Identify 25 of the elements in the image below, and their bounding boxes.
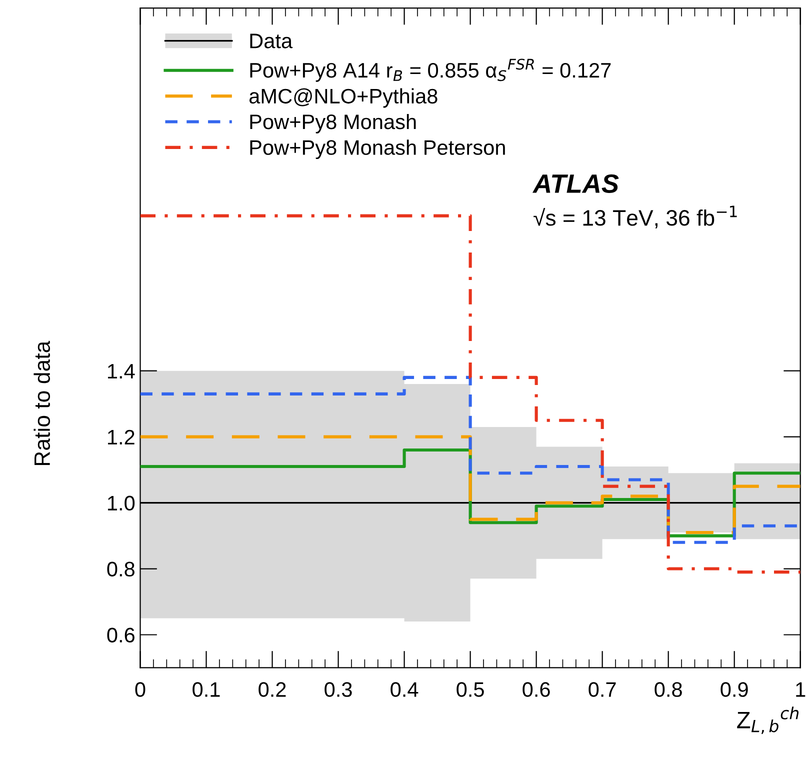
legend-label: Data xyxy=(250,34,293,48)
annotation: ATLAS xyxy=(532,174,619,193)
y-axis-title: Ratio to data xyxy=(34,340,50,466)
legend-label: aMC@NLO+Pythia8 xyxy=(249,88,438,108)
x-tick-label: 0.6 xyxy=(522,682,550,697)
x-axis-title: Z$_{L,b}$$^{ch}$ xyxy=(737,706,799,734)
x-tick-label: 0.4 xyxy=(390,682,418,697)
x-tick-label: 0.3 xyxy=(324,682,352,697)
legend-label: Pow+Py8 Monash Peterson xyxy=(250,140,505,160)
y-tick-label: 0.8 xyxy=(107,562,134,577)
annotation: √s = 13 TeV, 36 fb$^{−1}$ xyxy=(534,206,737,228)
x-tick-label: 0.1 xyxy=(192,682,220,697)
y-tick-label: 0.6 xyxy=(107,628,134,643)
x-tick-label: 0.2 xyxy=(258,682,286,697)
legend-label: Pow+Py8 A14 r$_{B}$ = 0.855 α$_{S}$$^{FSR}$ = 0.127 xyxy=(250,58,611,82)
x-tick-label: 0.8 xyxy=(654,682,682,697)
legend-label: Pow+Py8 Monash xyxy=(250,114,416,134)
x-tick-label: 0.7 xyxy=(588,682,616,697)
x-tick-label: 0 xyxy=(135,682,146,697)
y-tick-label: 1.2 xyxy=(108,430,134,444)
x-tick-label: 0.9 xyxy=(720,682,748,697)
y-tick-label: 1.4 xyxy=(108,364,135,378)
x-tick-label: 1 xyxy=(796,682,806,697)
y-tick-label: 1.0 xyxy=(108,496,135,511)
x-tick-label: 0.5 xyxy=(456,682,484,697)
